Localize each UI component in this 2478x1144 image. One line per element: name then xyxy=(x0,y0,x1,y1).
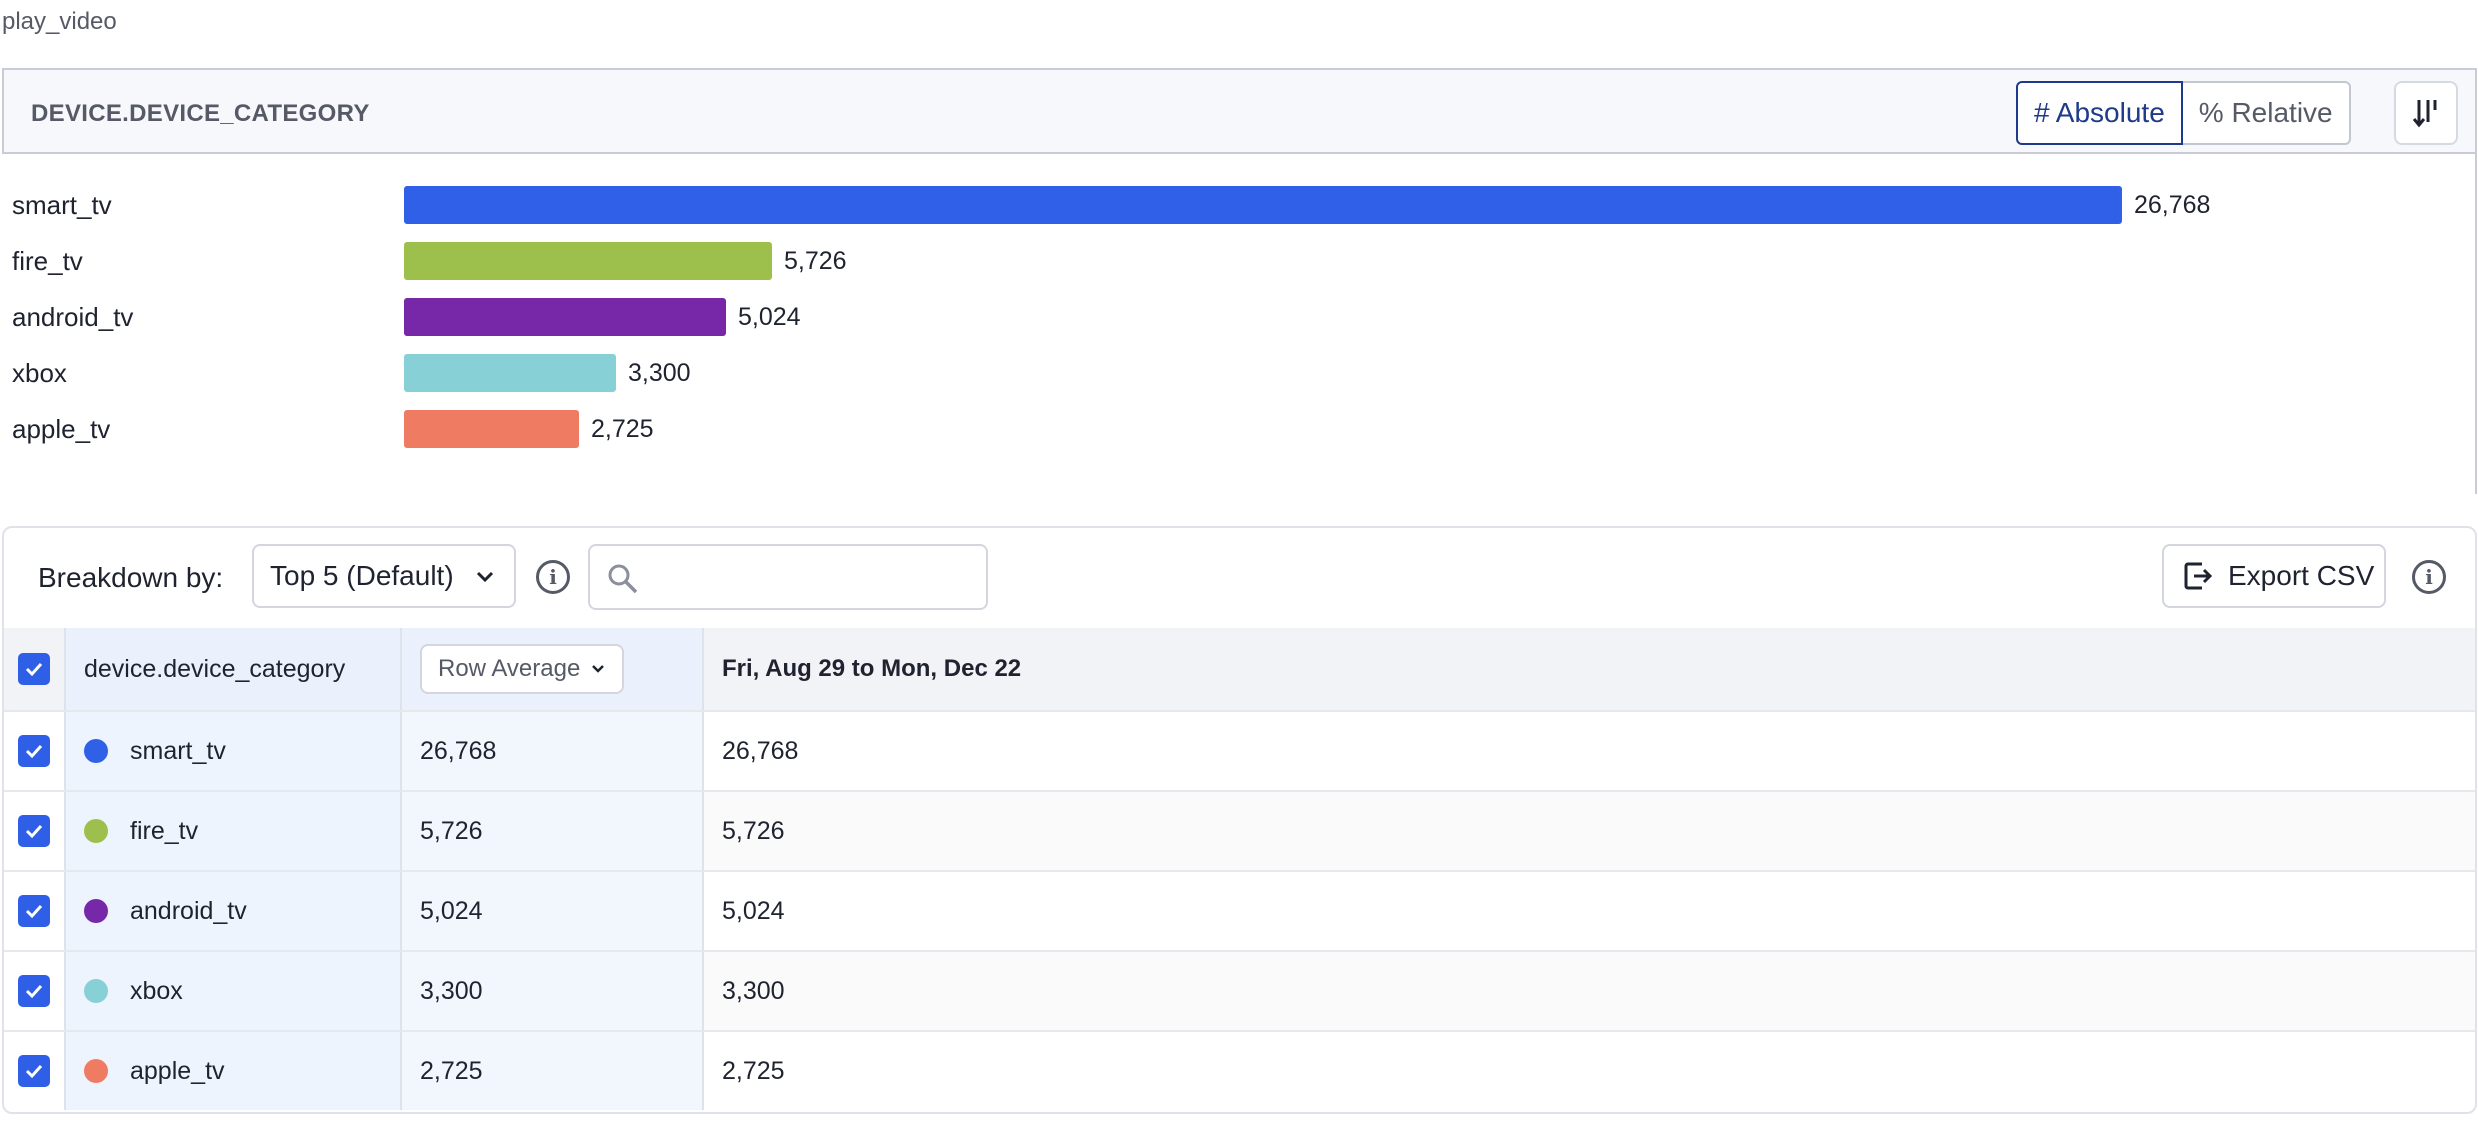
bar[interactable] xyxy=(404,354,616,392)
row-checkbox[interactable] xyxy=(18,975,50,1007)
row-average-value: 26,768 xyxy=(400,712,702,790)
breakdown-label: Breakdown by: xyxy=(38,562,224,593)
bar-label: apple_tv xyxy=(12,414,111,444)
export-csv-label: Export CSV xyxy=(2228,560,2375,591)
check-icon xyxy=(25,904,43,919)
bar-value-label: 26,768 xyxy=(2134,191,2211,219)
row-average-label: Row Average xyxy=(438,655,581,682)
row-average-value: 5,726 xyxy=(400,792,702,870)
chevron-down-icon xyxy=(592,665,605,673)
row-checkbox[interactable] xyxy=(18,815,50,847)
check-icon xyxy=(25,744,43,759)
chart-panel: DEVICE.DEVICE_CATEGORY # Absolute % Rela… xyxy=(2,68,2477,494)
chart-title: DEVICE.DEVICE_CATEGORY xyxy=(31,100,370,127)
row-period-value: 5,726 xyxy=(702,792,2475,870)
search-input[interactable] xyxy=(646,556,966,598)
row-checkbox[interactable] xyxy=(18,1055,50,1087)
breakdown-select-value: Top 5 (Default) xyxy=(270,560,454,591)
table-row[interactable]: fire_tv 5,726 5,726 xyxy=(4,790,2475,870)
table-header-row: device.device_category Row Average Fri, … xyxy=(4,628,2475,710)
bar-row: fire_tv 5,726 xyxy=(2,238,2472,294)
bar-value-label: 2,725 xyxy=(591,415,654,443)
bar-label: smart_tv xyxy=(12,190,112,220)
row-checkbox[interactable] xyxy=(18,895,50,927)
row-category-name: android_tv xyxy=(130,896,247,925)
select-all-checkbox[interactable] xyxy=(18,653,50,685)
event-name: play_video xyxy=(2,8,117,35)
table-row[interactable]: apple_tv 2,725 2,725 xyxy=(4,1030,2475,1110)
relative-button[interactable]: % Relative xyxy=(2180,81,2351,145)
export-icon xyxy=(2184,562,2213,590)
bar[interactable] xyxy=(404,186,2122,224)
check-icon xyxy=(25,662,43,677)
check-icon xyxy=(25,1064,43,1079)
sort-icon xyxy=(2412,100,2437,128)
bar-row: smart_tv 26,768 xyxy=(2,182,2472,238)
mode-toggle: # Absolute % Relative xyxy=(2016,81,2351,145)
series-color-dot xyxy=(84,739,108,763)
series-color-dot xyxy=(84,1059,108,1083)
breakdown-table-panel: Breakdown by: Top 5 (Default) i Export C… xyxy=(2,526,2477,1114)
row-category-name: xbox xyxy=(130,976,183,1005)
export-csv-button[interactable]: Export CSV xyxy=(2162,544,2386,608)
row-category-name: fire_tv xyxy=(130,816,199,845)
row-period-value: 3,300 xyxy=(702,952,2475,1030)
row-category-name: apple_tv xyxy=(130,1056,225,1085)
export-info-icon[interactable]: i xyxy=(2412,560,2446,594)
bar-row: xbox 3,300 xyxy=(2,350,2472,406)
series-color-dot xyxy=(84,819,108,843)
column-header-date-range[interactable]: Fri, Aug 29 to Mon, Dec 22 xyxy=(702,628,2475,710)
table-row[interactable]: xbox 3,300 3,300 xyxy=(4,950,2475,1030)
breakdown-info-icon[interactable]: i xyxy=(536,560,570,594)
bar-value-label: 5,726 xyxy=(784,247,847,275)
bar-label: android_tv xyxy=(12,302,134,332)
bar-row: apple_tv 2,725 xyxy=(2,406,2472,462)
row-period-value: 26,768 xyxy=(702,712,2475,790)
check-icon xyxy=(25,824,43,839)
row-average-value: 3,300 xyxy=(400,952,702,1030)
row-category-name: smart_tv xyxy=(130,736,226,765)
bar-label: xbox xyxy=(12,358,67,388)
table-row[interactable]: android_tv 5,024 5,024 xyxy=(4,870,2475,950)
row-period-value: 5,024 xyxy=(702,872,2475,950)
series-color-dot xyxy=(84,899,108,923)
row-average-select[interactable]: Row Average xyxy=(420,644,625,694)
row-checkbox[interactable] xyxy=(18,735,50,767)
row-period-value: 2,725 xyxy=(702,1032,2475,1110)
bar-value-label: 3,300 xyxy=(628,359,691,387)
bar-value-label: 5,024 xyxy=(738,303,801,331)
check-icon xyxy=(25,984,43,999)
chevron-down-icon xyxy=(476,571,494,583)
bar[interactable] xyxy=(404,410,579,448)
table-toolbar: Breakdown by: Top 5 (Default) i Export C… xyxy=(4,528,2475,628)
series-color-dot xyxy=(84,979,108,1003)
search-icon xyxy=(608,564,638,594)
column-header-category[interactable]: device.device_category xyxy=(64,628,400,710)
bar[interactable] xyxy=(404,298,726,336)
search-box[interactable] xyxy=(588,544,988,610)
chart-header: DEVICE.DEVICE_CATEGORY # Absolute % Rela… xyxy=(2,68,2477,154)
bar-label: fire_tv xyxy=(12,246,83,276)
breakdown-select[interactable]: Top 5 (Default) xyxy=(252,544,516,608)
row-average-value: 5,024 xyxy=(400,872,702,950)
row-average-value: 2,725 xyxy=(400,1032,702,1110)
bar[interactable] xyxy=(404,242,772,280)
table-row[interactable]: smart_tv 26,768 26,768 xyxy=(4,710,2475,790)
absolute-button[interactable]: # Absolute xyxy=(2016,81,2183,145)
sort-button[interactable] xyxy=(2394,81,2458,145)
bar-row: android_tv 5,024 xyxy=(2,294,2472,350)
